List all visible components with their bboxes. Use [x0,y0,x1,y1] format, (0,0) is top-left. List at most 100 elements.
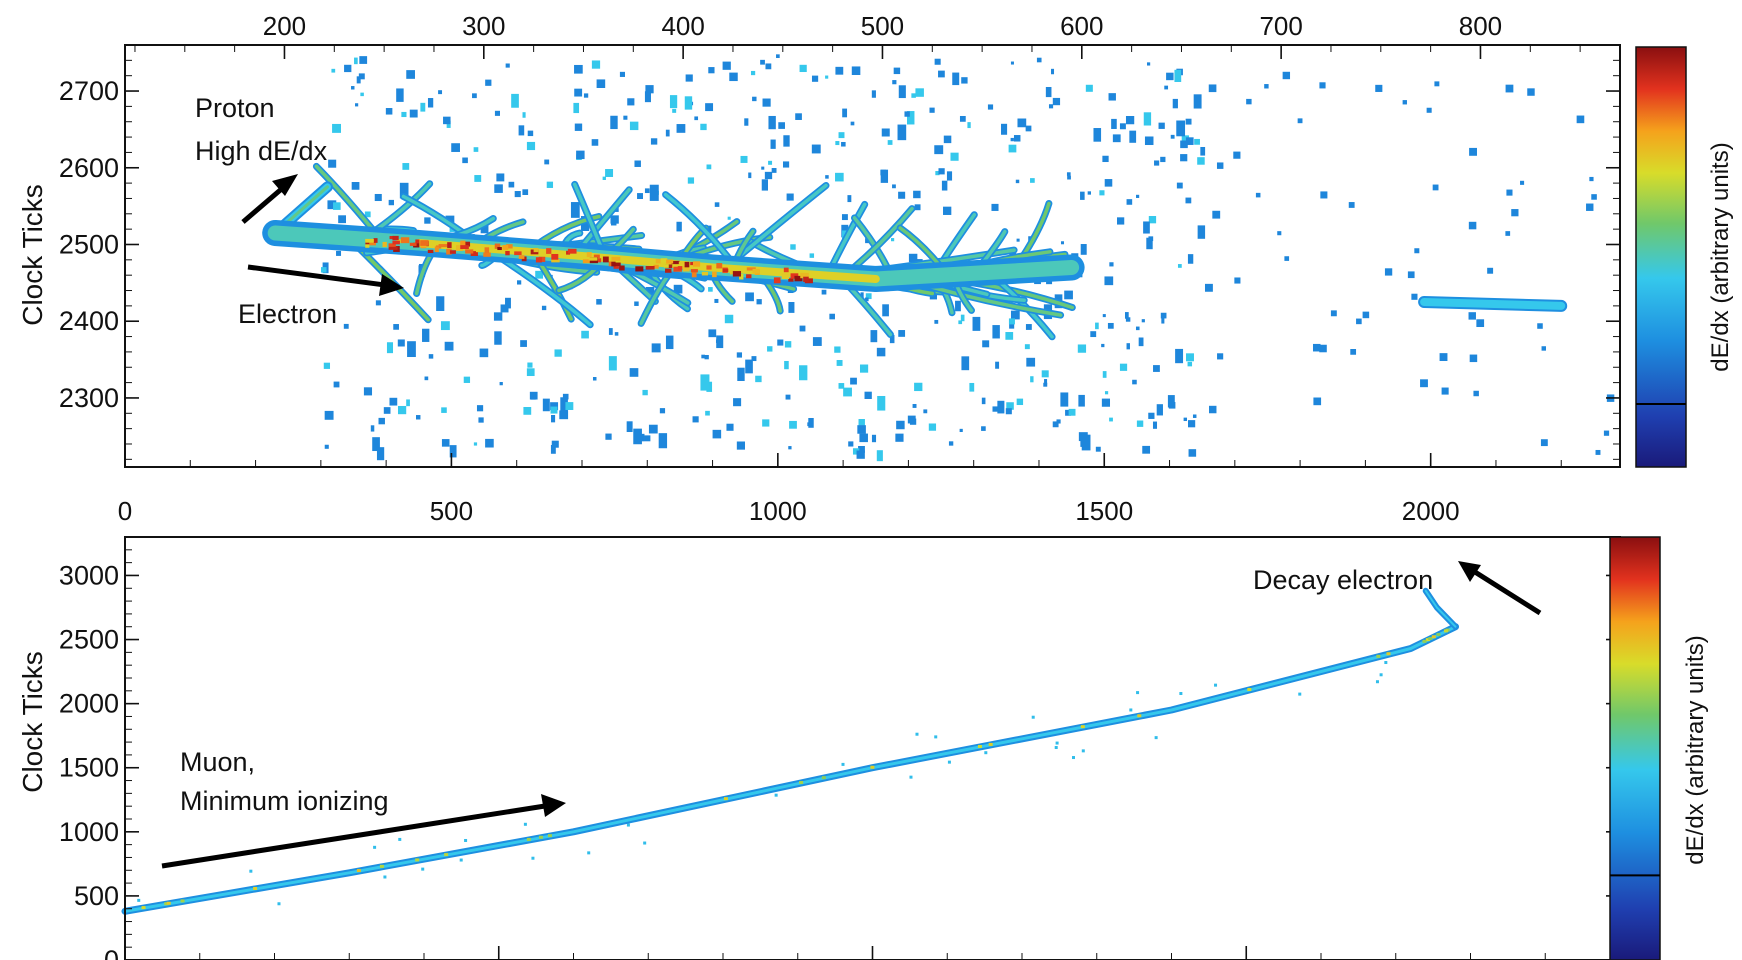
energy-deposit [1212,210,1221,219]
energy-deposit [1010,310,1020,320]
energy-deposit [1126,199,1133,205]
energy-deposit [892,80,897,85]
energy-deposit [909,775,913,779]
energy-deposit [1284,256,1290,261]
energy-deposit [375,300,381,306]
bottom-frame [124,536,1621,960]
bottom-x-ticks [124,946,1621,960]
energy-deposit [714,202,720,207]
energy-deposit [351,86,355,90]
energy-deposit [895,433,904,442]
energy-deposit [608,328,613,335]
far-track [1420,298,1566,310]
high-dedx-deposit [635,266,644,272]
energy-deposit [967,122,971,129]
energy-deposit [446,120,451,128]
energy-deposit [1095,322,1099,330]
energy-deposit [914,204,921,211]
energy-deposit [729,72,738,82]
energy-deposit [644,435,651,442]
energy-deposit [427,98,434,108]
track-deposit [988,742,993,746]
energy-deposit [1142,445,1151,454]
high-dedx-deposit [506,244,513,249]
energy-deposit [708,67,715,74]
energy-deposit [1093,128,1102,142]
energy-deposit [511,93,519,108]
high-dedx-deposit [409,242,417,246]
energy-deposit [541,305,547,311]
energy-deposit [1197,225,1206,239]
energy-deposit [1379,673,1383,677]
track-deposit [379,864,384,868]
energy-deposit [871,434,877,443]
energy-deposit [397,405,407,415]
energy-deposit [626,823,630,827]
high-dedx-deposit [483,252,491,257]
energy-deposit [1255,192,1261,198]
energy-deposit [331,68,336,73]
high-dedx-deposit [716,263,723,269]
energy-deposit [358,73,365,80]
energy-deposit [1095,446,1101,452]
energy-deposit [881,128,890,137]
high-dedx-deposit [365,241,370,246]
energy-deposit [364,211,371,218]
energy-deposit [908,253,918,263]
energy-deposit [947,760,951,764]
track-deposit [821,776,826,780]
energy-deposit [351,182,360,190]
high-dedx-deposit [538,256,546,262]
decay-electron-track [1424,589,1457,628]
energy-deposit [882,304,889,317]
energy-deposit [856,450,865,459]
high-dedx-deposit [664,264,669,268]
energy-deposit [1025,324,1032,330]
energy-deposit [807,422,812,427]
energy-deposit [859,433,868,443]
energy-deposit [915,732,919,736]
energy-deposit [1541,346,1546,351]
energy-deposit [1055,741,1059,745]
energy-deposit [629,121,639,131]
bottom-plot-area [121,587,1459,915]
energy-deposit [737,367,745,382]
energy-deposit [929,107,935,113]
energy-deposit [755,375,762,383]
energy-deposit [1180,154,1188,162]
energy-deposit [1350,349,1357,355]
energy-deposit [1432,184,1439,191]
high-dedx-deposit [722,268,729,273]
energy-deposit [771,168,777,173]
energy-deposit [1148,236,1154,242]
muon-annotation: Muon, [180,747,255,777]
energy-deposit [1170,134,1175,139]
energy-deposit [636,433,645,442]
high-dedx-deposit [781,273,790,279]
energy-deposit [736,441,745,450]
energy-deposit [733,398,742,407]
energy-deposit [574,123,583,131]
track-deposit [1443,629,1448,633]
muon-arrow [161,794,566,869]
high-dedx-deposit [438,244,448,248]
energy-deposit [332,123,341,133]
energy-deposit [761,166,765,170]
energy-deposit [991,203,999,211]
x-tick-label: 1500 [1075,496,1133,526]
energy-deposit [1468,221,1477,230]
energy-deposit [500,304,509,313]
track-deposit [977,744,982,748]
energy-deposit [1411,293,1418,300]
energy-deposit [892,184,896,189]
energy-deposit [333,381,340,388]
track-deposit [180,899,185,903]
energy-deposit [1101,398,1111,407]
energy-deposit [756,299,762,305]
energy-deposit [1136,691,1140,695]
energy-deposit [463,376,471,383]
high-dedx-deposit [551,253,559,260]
energy-deposit [526,141,536,151]
energy-deposit [928,423,937,431]
high-dedx-deposit [365,238,374,243]
